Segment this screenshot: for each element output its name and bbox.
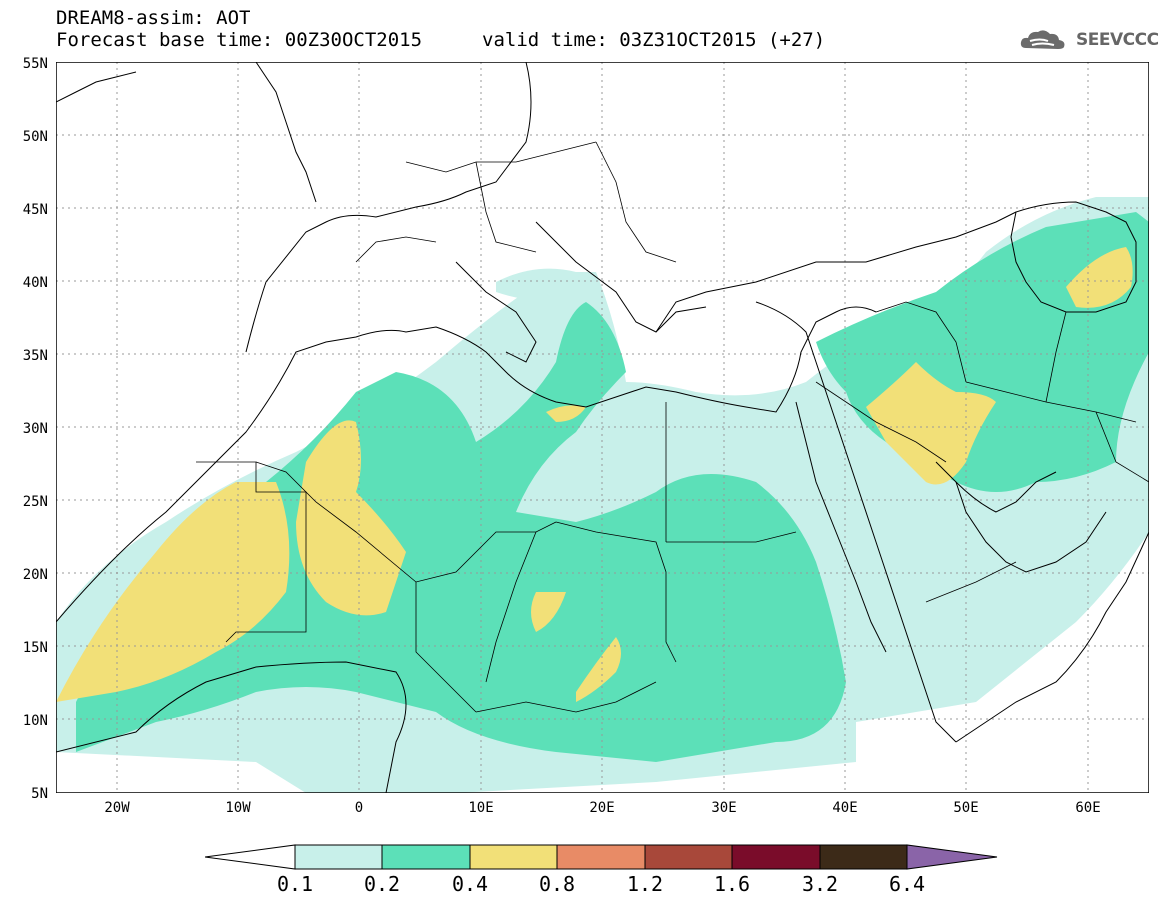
valid-time: valid time: 03Z31OCT2015 (+27) xyxy=(482,29,826,51)
colorbar-label: 1.2 xyxy=(626,872,664,896)
colorbar-bin xyxy=(381,844,471,870)
colorbar-bin xyxy=(556,844,646,870)
colorbar-label: 0.4 xyxy=(451,872,489,896)
lat-label: 30N xyxy=(22,421,48,437)
lon-label: 20E xyxy=(589,800,615,816)
lon-label: 20W xyxy=(104,800,130,816)
colorbar-bin xyxy=(819,844,908,870)
colorbar-high-triangle xyxy=(906,844,998,870)
lat-label: 15N xyxy=(22,640,48,656)
borders xyxy=(196,141,1149,713)
lat-label: 50N xyxy=(22,129,48,145)
lat-label: 25N xyxy=(22,494,48,510)
coastlines xyxy=(56,62,1149,793)
colorbar-label: 0.1 xyxy=(276,872,314,896)
colorbar-label: 0.8 xyxy=(538,872,576,896)
aot-level-0.4 xyxy=(56,247,1133,702)
lon-label: 10W xyxy=(225,800,251,816)
lon-label: 40E xyxy=(832,800,858,816)
lon-label: 60E xyxy=(1075,800,1101,816)
colorbar-label: 6.4 xyxy=(888,872,926,896)
graticule xyxy=(56,62,1149,793)
logo-text: SEEVCCC xyxy=(1076,30,1159,50)
lat-label: 45N xyxy=(22,202,48,218)
lat-label: 40N xyxy=(22,275,48,291)
colorbar-label: 1.6 xyxy=(713,872,751,896)
colorbar-bin xyxy=(294,844,383,870)
lat-label: 10N xyxy=(22,713,48,729)
colorbar-label: 3.2 xyxy=(801,872,839,896)
lat-label: 5N xyxy=(31,786,48,802)
lat-label: 35N xyxy=(22,348,48,364)
colorbar xyxy=(205,844,998,870)
lat-label: 20N xyxy=(22,567,48,583)
base-time: Forecast base time: 00Z30OCT2015 xyxy=(56,29,423,51)
cloud-icon xyxy=(1020,30,1065,49)
lat-label: 55N xyxy=(22,56,48,72)
lon-label: 10E xyxy=(468,800,494,816)
colorbar-bin xyxy=(469,844,558,870)
product-title: DREAM8-assim: AOT xyxy=(56,7,251,29)
aot-map xyxy=(56,62,1149,793)
lon-label: 30E xyxy=(711,800,737,816)
colorbar-low-triangle xyxy=(205,844,296,870)
lon-label: 50E xyxy=(953,800,979,816)
lon-label: 0 xyxy=(354,800,364,816)
colorbar-bin xyxy=(731,844,821,870)
colorbar-label: 0.2 xyxy=(363,872,401,896)
colorbar-bin xyxy=(644,844,733,870)
